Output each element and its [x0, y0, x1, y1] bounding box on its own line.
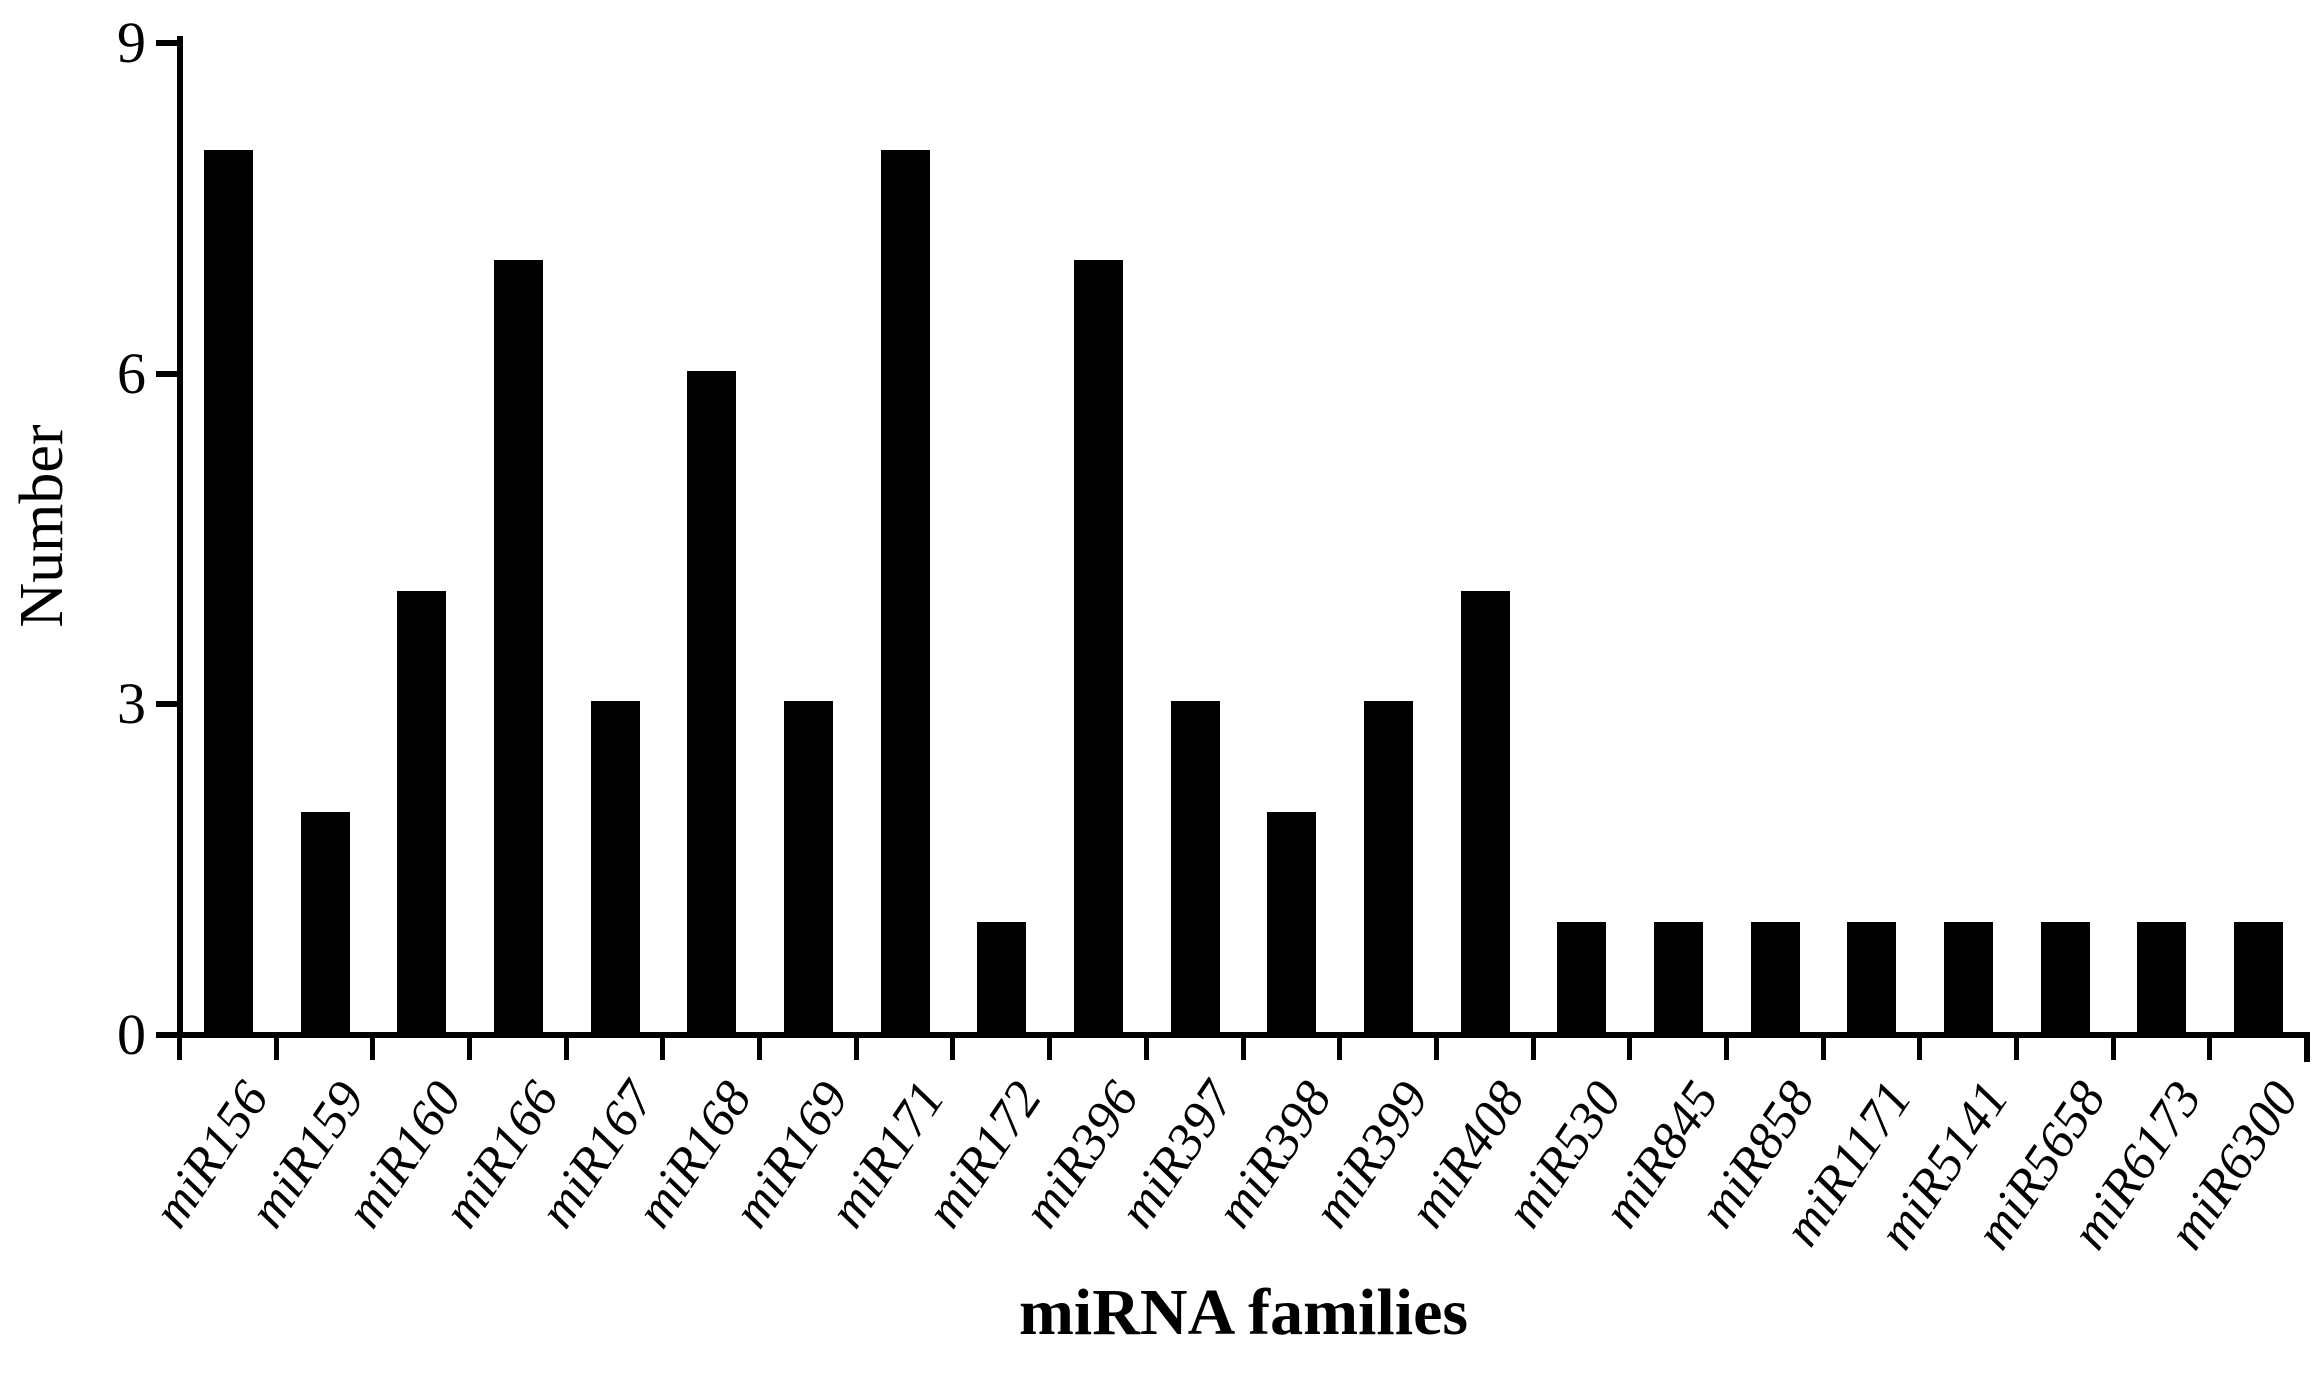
x-axis-tick: [757, 1032, 763, 1060]
bar-miR171: [880, 150, 930, 1035]
x-axis-tick: [1530, 1032, 1536, 1060]
x-axis-tick: [1143, 1032, 1149, 1060]
y-tick-label-3: 3: [117, 671, 146, 737]
y-tick-label-9: 9: [117, 10, 146, 75]
bar-miR397: [1170, 701, 1220, 1035]
bar-miR845: [1654, 921, 1704, 1035]
y-tick-label-0: 0: [117, 1002, 146, 1067]
y-tick-label-6: 6: [117, 340, 146, 406]
bar-miR858: [1750, 921, 1800, 1035]
x-axis-tick: [370, 1032, 376, 1060]
x-axis-tick: [1240, 1032, 1246, 1060]
bar-miR1171: [1847, 921, 1897, 1035]
y-axis-line: [177, 36, 183, 1038]
bar-miR159: [300, 811, 350, 1035]
bar-miR169: [783, 701, 833, 1035]
x-axis-tick: [1337, 1032, 1343, 1060]
bar-miR530: [1557, 921, 1607, 1035]
bar-miR6173: [2137, 921, 2187, 1035]
x-axis-tick: [1820, 1032, 1826, 1060]
x-axis-tick: [1047, 1032, 1053, 1060]
bar-miR396: [1073, 260, 1123, 1035]
bar-miR156: [203, 150, 253, 1035]
bar-miR166: [493, 260, 543, 1035]
x-axis-tick: [2304, 1032, 2309, 1060]
y-axis-tick-0: [156, 1032, 180, 1038]
x-axis-tick: [950, 1032, 956, 1060]
x-axis-tick: [660, 1032, 666, 1060]
x-axis-tick: [177, 1032, 182, 1060]
x-axis-tick: [467, 1032, 473, 1060]
x-axis-tick: [1917, 1032, 1923, 1060]
x-axis-tick: [563, 1032, 569, 1060]
y-axis-tick-3: [156, 701, 180, 708]
y-axis-title: Number: [8, 424, 76, 628]
bar-miR167: [590, 701, 640, 1035]
x-axis-tick: [2110, 1032, 2116, 1060]
bar-miR160: [397, 591, 447, 1035]
x-axis-tick: [273, 1032, 279, 1060]
y-axis-tick-9: [156, 40, 180, 46]
bar-miR168: [687, 370, 737, 1035]
bar-miR399: [1364, 701, 1414, 1035]
x-axis-tick: [2013, 1032, 2019, 1060]
bar-miR6300: [2234, 921, 2284, 1035]
bar-miR5658: [2040, 921, 2090, 1035]
x-axis-tick: [1433, 1032, 1439, 1060]
bar-miR408: [1460, 591, 1510, 1035]
x-axis-tick: [1723, 1032, 1729, 1060]
x-axis-tick: [853, 1032, 859, 1060]
y-axis-tick-6: [156, 370, 180, 377]
x-axis-tick: [1627, 1032, 1633, 1060]
x-axis-tick: [2207, 1032, 2213, 1060]
bar-miR5141: [1944, 921, 1994, 1035]
bar-miR172: [977, 921, 1027, 1035]
x-axis-title: miRNA families: [1018, 1276, 1469, 1349]
bar-miR398: [1267, 811, 1317, 1035]
